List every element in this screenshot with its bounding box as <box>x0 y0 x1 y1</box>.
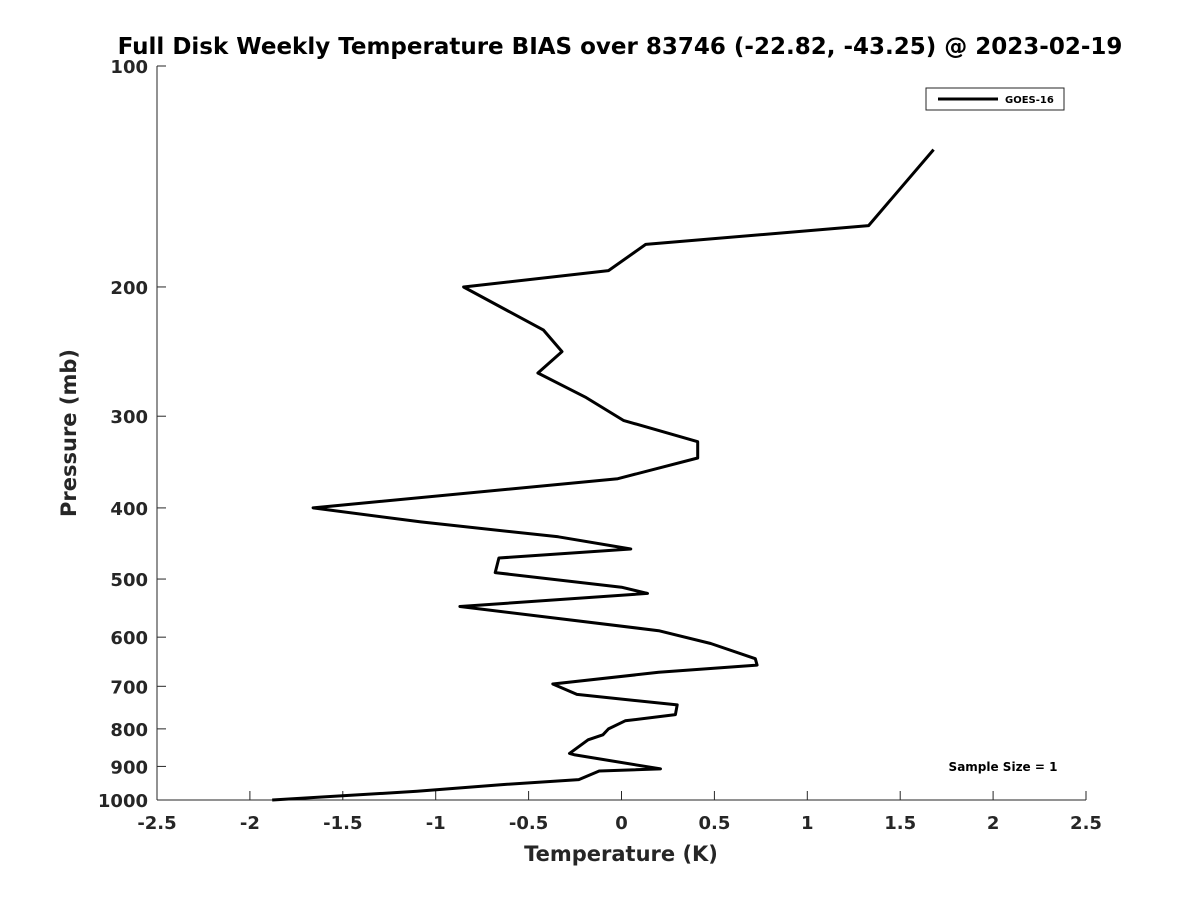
y-tick-label: 400 <box>110 499 148 520</box>
x-tick-label: 2 <box>987 813 1000 834</box>
x-tick-label: -2.5 <box>137 813 176 834</box>
chart-title: Full Disk Weekly Temperature BIAS over 8… <box>118 34 1123 60</box>
y-tick-label: 600 <box>110 628 148 649</box>
y-tick-label: 100 <box>110 57 148 78</box>
y-tick-label: 800 <box>110 720 148 741</box>
y-axis-label: Pressure (mb) <box>57 349 81 517</box>
x-tick-label: 2.5 <box>1070 813 1102 834</box>
y-tick-label: 200 <box>110 278 148 299</box>
x-tick-label: 1.5 <box>884 813 916 834</box>
x-axis-label: Temperature (K) <box>524 842 718 866</box>
y-tick-label: 300 <box>110 407 148 428</box>
x-tick-label: 1 <box>801 813 814 834</box>
series-group <box>272 148 935 802</box>
x-tick-label: -1.5 <box>323 813 362 834</box>
plot-axes <box>156 66 1086 801</box>
legend: GOES-16 <box>925 87 1065 111</box>
y-tick-label: 500 <box>110 570 148 591</box>
x-tick-label: -1 <box>426 813 446 834</box>
legend-label: GOES-16 <box>1005 95 1054 106</box>
axis-ticks: -2.5 -2 -1.5 -1 -0.5 0 0.5 1 1.5 2 2.5 100 200 300 400… <box>98 57 1102 834</box>
x-tick-label: 0 <box>615 813 628 834</box>
x-tick-label: 0.5 <box>698 813 730 834</box>
series-line-goes-16 <box>272 148 935 802</box>
y-tick-label: 700 <box>110 677 148 698</box>
x-tick-label: -2 <box>240 813 260 834</box>
y-tick-label: 1000 <box>98 791 148 812</box>
y-tick-label: 900 <box>110 757 148 778</box>
sample-size-annotation: Sample Size = 1 <box>949 760 1058 774</box>
x-tick-label: -0.5 <box>509 813 548 834</box>
